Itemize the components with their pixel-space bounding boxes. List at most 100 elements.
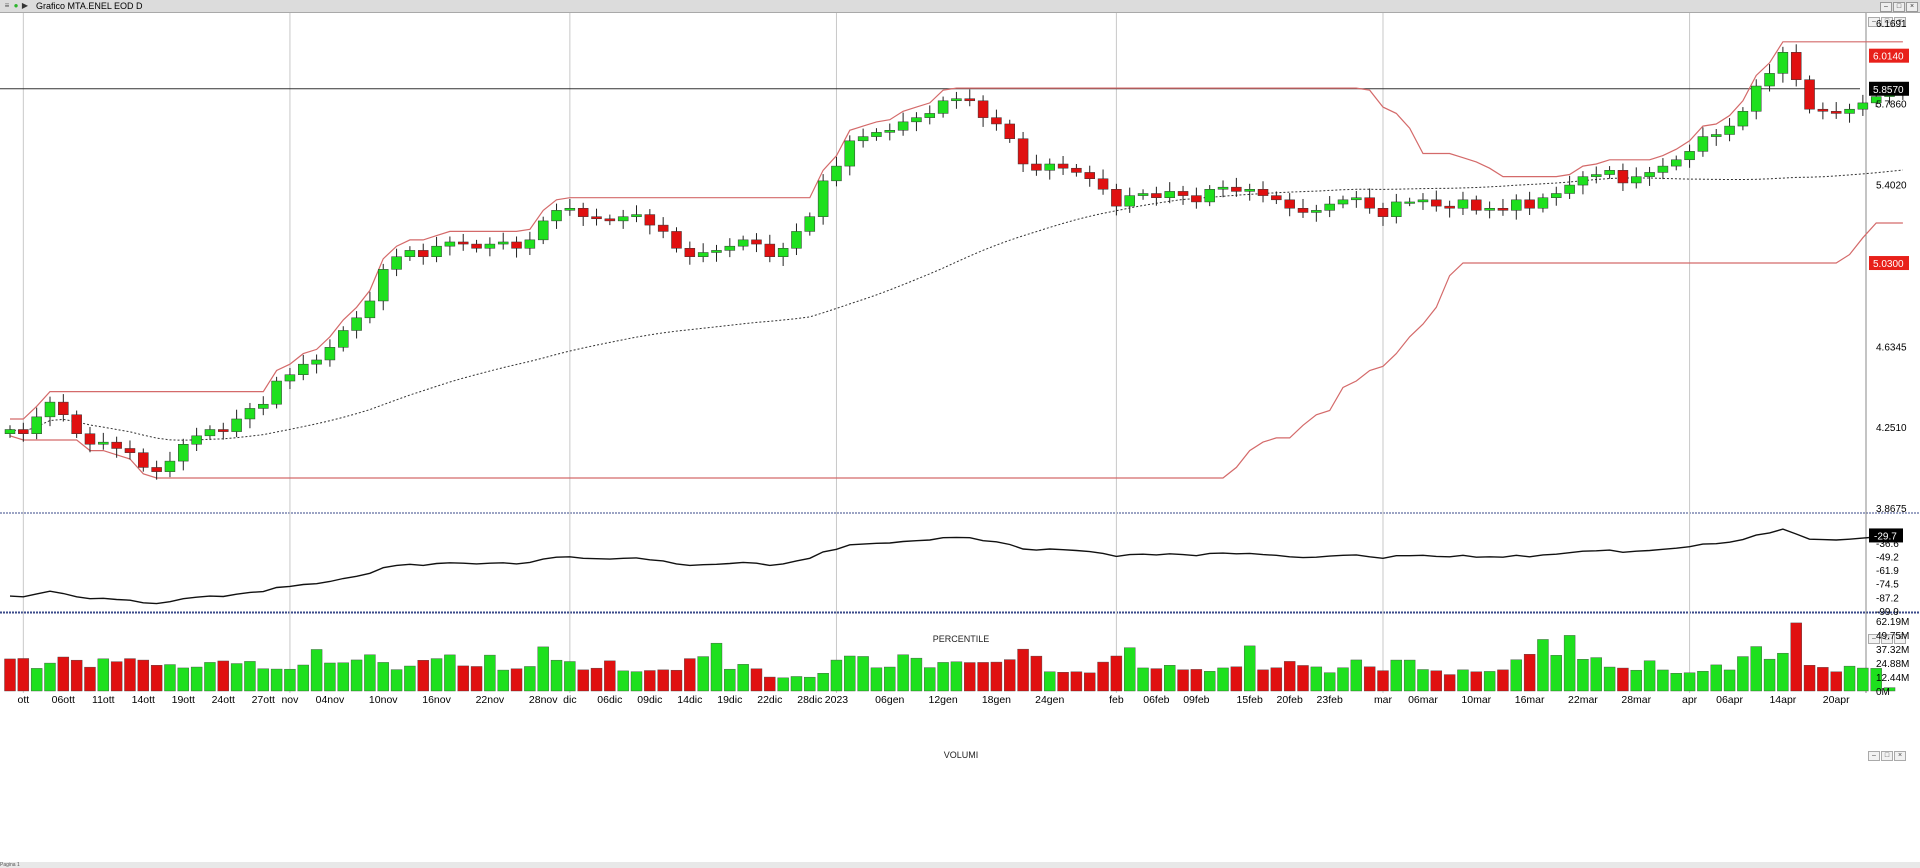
percentile-pane-minimize-button[interactable]: – [1868,634,1880,644]
volume-bar [644,670,656,692]
price-tick-label: 6.1691 [1876,19,1907,30]
date-tick-label: 22mar [1568,694,1598,706]
candle [511,236,522,258]
candle-body [1004,123,1015,139]
candle-body [84,433,96,445]
menu-icon[interactable]: ≡ [4,1,10,10]
date-tick-label: apr [1682,694,1698,706]
play-icon[interactable]: ▶ [21,1,29,10]
percentile-tick-label: -99.9 [1876,607,1899,618]
candle [98,432,109,450]
candle [457,233,469,251]
date-tick-label: 14ott [132,694,155,706]
candle-body [1257,189,1269,196]
date-tick-label: 2023 [825,694,849,706]
date-tick-label: 20feb [1277,694,1303,706]
candle [857,128,869,148]
volume-bar [1350,659,1363,692]
candle [417,243,429,265]
candle [671,227,682,253]
volume-bar [1817,667,1829,692]
price-pane-maximize-button[interactable]: □ [1881,17,1893,27]
price-pane-close-button[interactable]: × [1894,17,1906,27]
candle [924,105,936,125]
volume-bar [1217,667,1229,692]
volume-pane-close-button[interactable]: × [1894,751,1906,761]
candle [1151,186,1162,206]
percentile-pane-maximize-button[interactable]: □ [1881,634,1893,644]
volume-bar [1470,671,1483,692]
chart-overlays [0,41,1903,479]
candle [1431,190,1442,212]
volume-bar [910,657,923,692]
date-tick-label: dic [563,694,576,706]
candle-body [1031,163,1042,171]
candle [1031,154,1042,176]
percentile-pane-title: PERCENTILE [932,634,990,644]
candle-body [977,100,989,118]
candle-body [258,403,269,409]
volume-bar [284,668,296,692]
volume-pane-minimize-button[interactable]: – [1868,751,1880,761]
candle [644,209,656,235]
candle-body [911,117,922,123]
candle-body [1351,197,1362,201]
candle [1577,171,1589,195]
volume-bar [1177,669,1189,692]
volume-bar [57,656,70,692]
minimize-button[interactable]: – [1880,2,1892,12]
date-tick-label: 28dic [797,694,822,706]
candle [1297,198,1309,218]
volume-bar [710,642,723,692]
volume-bar [1190,669,1203,692]
candle-body [1284,199,1295,209]
candle-body [897,121,909,131]
volume-bar [1577,659,1589,692]
volume-bar [1417,669,1429,692]
candle-body [1137,193,1149,196]
price-tick-label: 5.7860 [1876,100,1907,111]
candle-body [1537,197,1549,209]
candle [1830,102,1842,119]
candle-body [1444,205,1455,209]
candle-body [191,435,202,445]
percentile-pane-close-button[interactable]: × [1894,634,1906,644]
candle-body [1790,52,1802,80]
candle-body [924,113,936,118]
candle [1444,200,1455,218]
candle-body [871,132,882,137]
volume-bar [1363,666,1376,692]
candle-body [1311,210,1322,213]
volume-bar [310,649,323,692]
percentile-tick-label: -74.5 [1876,580,1899,591]
date-tick-label: 06ott [52,694,75,706]
percentile-tick-label: -49.2 [1876,552,1899,563]
date-tick-label: 16nov [422,694,451,706]
candle [884,123,896,141]
maximize-button[interactable]: □ [1893,2,1905,12]
candle [1324,196,1335,218]
volume-pane-maximize-button[interactable]: □ [1881,751,1893,761]
stock-chart[interactable]: 6.16915.78605.40205.01804.63454.25103.86… [0,13,1920,862]
candle-body [1631,176,1642,184]
date-tick-label: 06mar [1408,694,1438,706]
candle [1377,202,1389,226]
candle-body [1497,207,1509,211]
volume-bar [1377,670,1389,692]
candle-body [1577,176,1589,186]
candle-body [1404,201,1415,204]
candle-body [364,300,376,319]
volume-bar [1550,655,1562,692]
candle-body [1471,199,1482,211]
candle [391,248,402,277]
candle-body [1271,195,1282,201]
chart-axes: 6.16915.78605.40205.01804.63454.25103.86… [17,19,1909,706]
candle-body [1777,52,1789,74]
volume-bar [110,661,123,692]
price-pane-minimize-button[interactable]: – [1868,17,1880,27]
close-button[interactable]: × [1906,2,1918,12]
volume-bar [177,667,189,692]
date-tick-label: 18gen [982,694,1011,706]
candle [44,396,56,427]
volume-bar [270,668,283,692]
